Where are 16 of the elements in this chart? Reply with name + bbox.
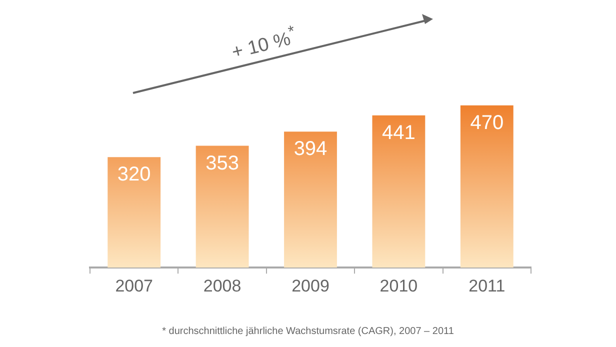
bar bbox=[108, 157, 161, 268]
x-tick-label: 2008 bbox=[203, 276, 242, 296]
bar bbox=[372, 115, 426, 268]
text: * durchschnittliche jährliche Wachstumsrate (CAGR), 2007 – 2011 bbox=[161, 326, 455, 337]
x-tick-label: 2007 bbox=[115, 276, 154, 296]
bar bbox=[284, 132, 337, 268]
x-tick-label: 2011 bbox=[468, 276, 506, 296]
bar bbox=[460, 105, 514, 268]
data-label: 353 bbox=[206, 152, 239, 174]
data-label: 441 bbox=[382, 122, 416, 144]
bar bbox=[196, 146, 249, 268]
data-label: 470 bbox=[470, 112, 504, 134]
data-label: 320 bbox=[117, 164, 151, 186]
x-tick-label: 2009 bbox=[292, 276, 330, 296]
x-tick-label: 2010 bbox=[380, 276, 418, 296]
data-label: 394 bbox=[294, 138, 328, 160]
